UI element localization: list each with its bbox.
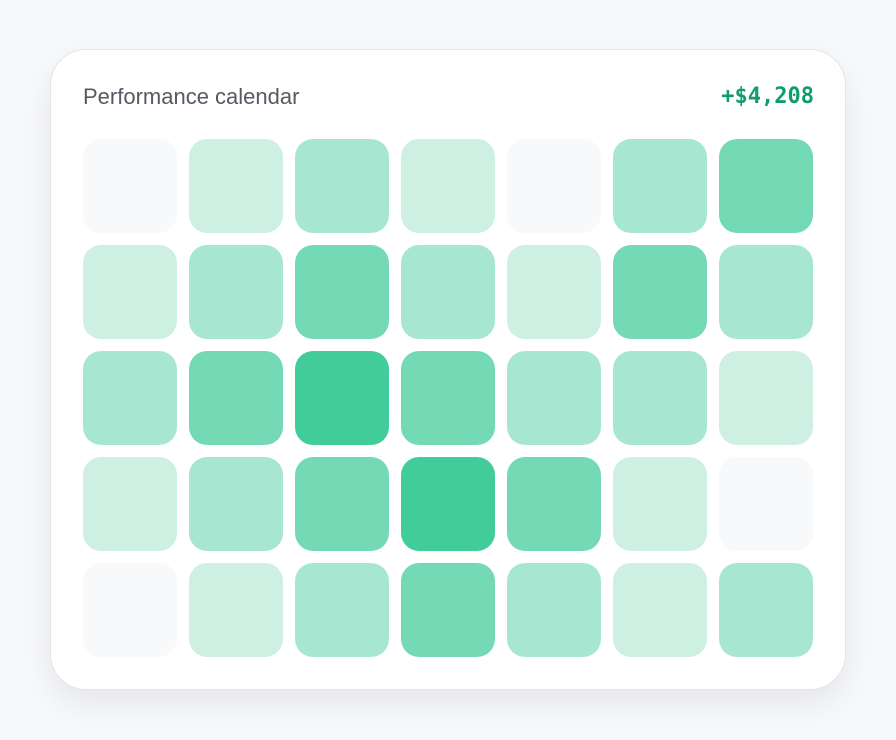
day-cell [83,139,177,233]
day-cell [613,563,707,657]
day-cell [719,245,813,339]
day-cell [189,245,283,339]
day-cell [613,139,707,233]
day-cell [613,457,707,551]
day-cell [401,563,495,657]
day-cell [189,563,283,657]
day-cell [83,563,177,657]
day-cell [719,457,813,551]
day-cell [507,245,601,339]
day-cell [613,245,707,339]
day-cell [295,457,389,551]
day-cell [719,351,813,445]
day-cell [295,351,389,445]
day-cell [401,245,495,339]
day-cell [295,563,389,657]
day-cell [401,351,495,445]
day-cell [507,563,601,657]
card-title: Performance calendar [83,84,300,109]
day-cell [189,139,283,233]
day-cell [507,457,601,551]
day-cell [83,351,177,445]
day-cell [507,139,601,233]
day-cell [719,139,813,233]
day-cell [401,457,495,551]
day-cell [295,139,389,233]
day-cell [295,245,389,339]
day-cell [719,563,813,657]
total-value: +$4,208 [721,84,814,109]
day-cell [83,457,177,551]
performance-card: Performance calendar +$4,208 [50,49,846,690]
day-cell [189,351,283,445]
day-cell [401,139,495,233]
day-cell [189,457,283,551]
day-cell [507,351,601,445]
calendar-grid [83,139,813,657]
day-cell [83,245,177,339]
day-cell [613,351,707,445]
